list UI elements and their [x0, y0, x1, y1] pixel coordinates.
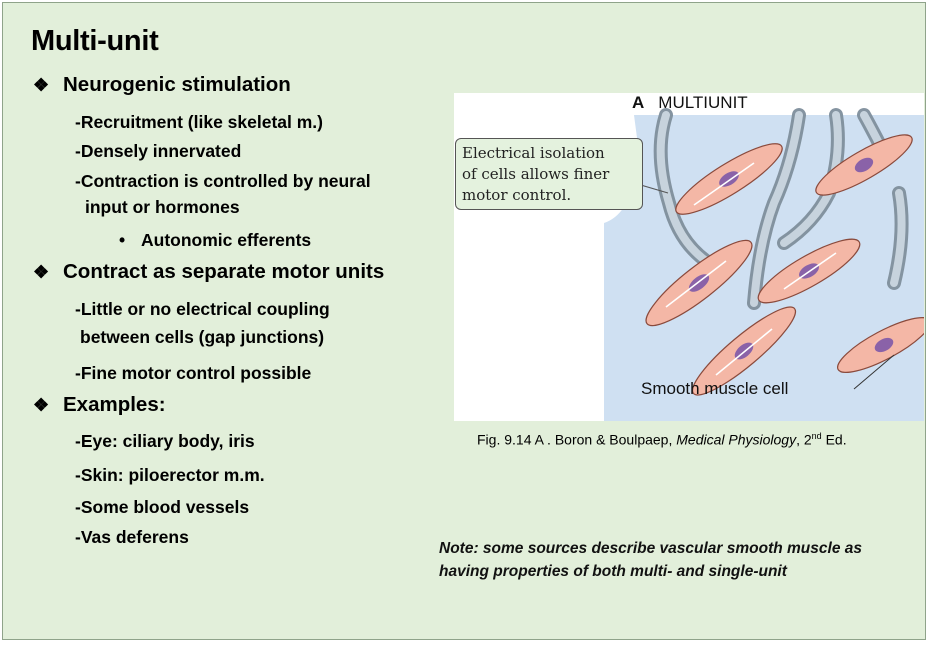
bullet-label: Examples:: [63, 393, 166, 416]
slide-title: Multi-unit: [31, 25, 158, 58]
diamond-cross-icon: ❖: [33, 395, 63, 416]
bullet-examples: ❖ Examples:: [33, 393, 166, 417]
caption-prefix: Fig. 9.14 A . Boron & Boulpaep,: [477, 432, 676, 448]
caption-superscript: nd: [812, 431, 822, 441]
callout-line: Electrical isolation: [462, 143, 636, 164]
list-item: input or hormones: [85, 194, 240, 220]
callout-box: Electrical isolation of cells allows fin…: [455, 138, 643, 210]
figure-heading: A MULTIUNIT: [632, 93, 748, 113]
callout-line: of cells allows finer: [462, 164, 636, 185]
list-item: between cells (gap junctions): [80, 324, 324, 350]
list-item: -Eye: ciliary body, iris: [75, 428, 255, 454]
smooth-muscle-label: Smooth muscle cell: [641, 379, 788, 399]
bullet-label: Contract as separate motor units: [63, 260, 384, 283]
list-item: -Fine motor control possible: [75, 360, 311, 386]
bullet-neurogenic: ❖ Neurogenic stimulation: [33, 73, 291, 97]
dot-item-autonomic: • Autonomic efferents: [119, 230, 311, 251]
diamond-cross-icon: ❖: [33, 262, 63, 283]
caption-edition: , 2: [796, 432, 812, 448]
list-item: -Contraction is controlled by neural: [75, 168, 371, 194]
panel-letter: A: [632, 93, 644, 112]
list-item: -Densely innervated: [75, 138, 241, 164]
note-line: Note: some sources describe vascular smo…: [439, 537, 862, 560]
list-item: -Some blood vessels: [75, 494, 249, 520]
caption-book-title: Medical Physiology: [676, 432, 796, 448]
bullet-motor-units: ❖ Contract as separate motor units: [33, 260, 384, 284]
bullet-dot-icon: •: [119, 230, 141, 251]
dot-item-label: Autonomic efferents: [141, 230, 311, 250]
bullet-label: Neurogenic stimulation: [63, 73, 291, 96]
note-text: Note: some sources describe vascular smo…: [439, 537, 862, 583]
list-item: -Vas deferens: [75, 524, 189, 550]
list-item: -Little or no electrical coupling: [75, 296, 330, 322]
diamond-cross-icon: ❖: [33, 75, 63, 96]
figure-caption: Fig. 9.14 A . Boron & Boulpaep, Medical …: [477, 431, 847, 448]
list-item: -Recruitment (like skeletal m.): [75, 109, 323, 135]
list-item: -Skin: piloerector m.m.: [75, 462, 265, 488]
note-line: having properties of both multi- and sin…: [439, 560, 862, 583]
caption-suffix: Ed.: [822, 432, 847, 448]
multiunit-figure: A MULTIUNIT Electrical isolation of cells…: [454, 93, 924, 421]
callout-line: motor control.: [462, 185, 636, 206]
panel-title: MULTIUNIT: [658, 93, 747, 112]
